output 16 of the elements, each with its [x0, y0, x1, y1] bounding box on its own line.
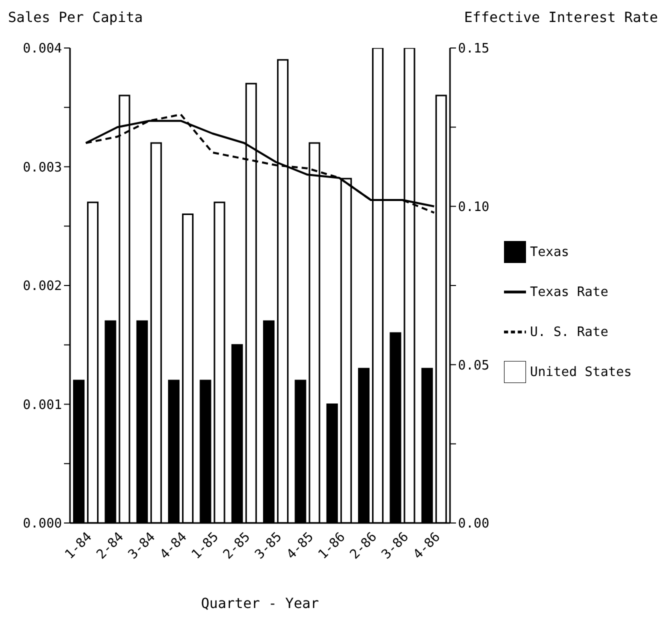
y2-axis-title: Effective Interest Rate — [464, 10, 658, 26]
y2-tick-label: 0.00 — [458, 516, 490, 532]
legend-label: U. S. Rate — [530, 325, 608, 340]
legend-label: Texas — [530, 245, 570, 260]
y2-tick-label: 0.15 — [458, 42, 490, 57]
y-tick-label: 0.001 — [22, 398, 62, 413]
y-tick-label: 0.000 — [22, 516, 62, 532]
legend-label: United States — [530, 365, 632, 380]
y2-tick-label: 0.10 — [458, 200, 490, 215]
y-axis-title: Sales Per Capita — [8, 10, 143, 26]
y-tick-label: 0.003 — [22, 160, 62, 176]
y-tick-label: 0.004 — [22, 42, 62, 57]
y-tick-label: 0.002 — [22, 279, 62, 294]
y2-tick-label: 0.05 — [458, 358, 490, 374]
legend-label: Texas Rate — [530, 285, 608, 300]
x-axis-title: Quarter - Year — [200, 596, 320, 612]
